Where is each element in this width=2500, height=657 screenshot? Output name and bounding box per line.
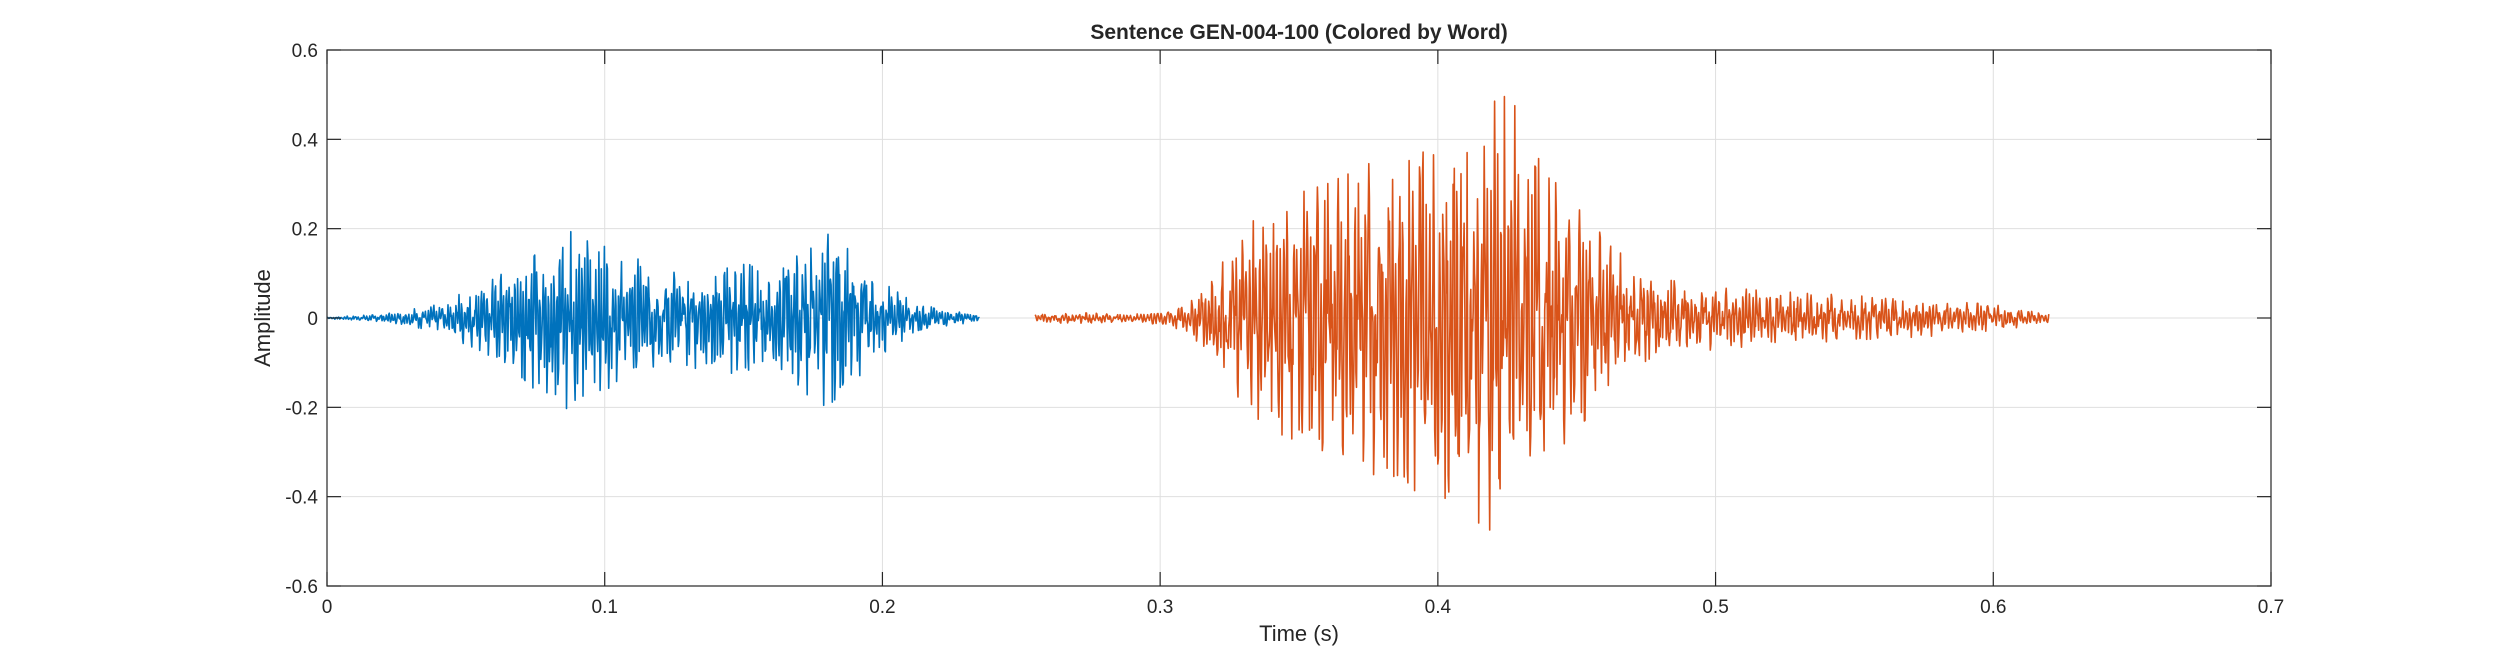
x-tick-label: 0 [322, 597, 333, 618]
ticks: 0 0.1 0.2 0.3 0.4 0.5 0.6 0.7 -0.6 -0.4 -0.2 0 0.2 0.… [285, 41, 2284, 618]
y-axis-label: Amplitude [250, 269, 275, 367]
y-tick-label: 0.6 [292, 41, 318, 62]
waveform-series-2 [1034, 95, 2050, 531]
y-tick-label: -0.6 [285, 577, 318, 598]
y-tick-label: -0.2 [285, 398, 318, 419]
x-tick-label: 0.4 [1425, 597, 1452, 618]
x-tick-label: 0.3 [1147, 597, 1173, 618]
x-axis-label: Time (s) [1259, 621, 1339, 646]
y-tick-label: 0.2 [292, 220, 318, 241]
x-tick-label: 0.2 [869, 597, 895, 618]
y-tick-label: -0.4 [285, 488, 318, 509]
x-tick-label: 0.6 [1980, 597, 2006, 618]
x-tick-label: 0.5 [1702, 597, 1728, 618]
x-tick-label: 0.7 [2258, 597, 2284, 618]
y-tick-label: 0.4 [292, 130, 319, 151]
chart-title: Sentence GEN-004-100 (Colored by Word) [1090, 21, 1507, 44]
x-tick-label: 0.1 [592, 597, 618, 618]
y-tick-label: 0 [307, 309, 318, 330]
series-layer [326, 95, 2050, 531]
waveform-series-1 [326, 230, 980, 410]
